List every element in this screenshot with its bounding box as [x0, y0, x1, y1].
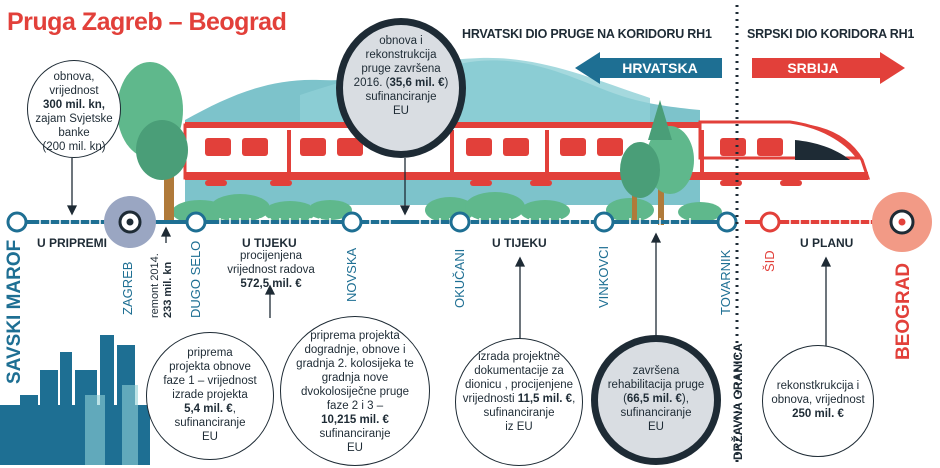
- status-u-pripremi: U PRIPREMI: [37, 236, 108, 250]
- border-label: DRŽAVNA GRANICA: [731, 343, 745, 460]
- note-novska-prep: priprema projekta dogradnje, obnove i gr…: [296, 330, 414, 454]
- note-bubble-savski: [27, 60, 121, 158]
- station-label-beograd: BEOGRAD: [893, 262, 914, 360]
- note-bubble-serbia: [762, 345, 874, 457]
- note-bubble-okucani: [455, 338, 583, 466]
- station-okucani: [449, 211, 471, 233]
- status-u-tijeku-1: U TIJEKU: [242, 236, 297, 250]
- station-label-zagreb: ZAGREB: [120, 261, 135, 315]
- note-serbia: rekonstkrukcija i obnova, vrijednost 250…: [771, 380, 865, 420]
- station-label-tovarnik: TOVARNIK: [718, 249, 733, 315]
- station-vinkovci: [593, 211, 615, 233]
- note-bubble-zagreb-prep: [146, 332, 274, 460]
- station-label-savski-marof: SAVSKI MAROF: [4, 239, 25, 384]
- station-sid: [759, 211, 781, 233]
- note-dugo-selo: procijenjena vrijednost radova 572,5 mil…: [227, 250, 315, 290]
- note-bubble-novska-prep: [280, 316, 430, 466]
- station-label-vinkovci: VINKOVCI: [596, 245, 611, 308]
- station-label-novska: NOVSKA: [344, 247, 359, 302]
- station-circles: [6, 211, 738, 233]
- city-skyline-light: [85, 385, 138, 465]
- section-serbia-heading: SRPSKI DIO KORIDORA RH1: [747, 27, 915, 41]
- remont-line2: 233 mil. kn: [162, 261, 174, 318]
- station-label-sid: ŠID: [762, 250, 777, 272]
- note-bubble-vinkovci: [591, 335, 721, 465]
- note-bubble-top: [336, 18, 466, 158]
- status-u-tijeku-2: U TIJEKU: [492, 236, 547, 250]
- note-okucani: izrada projektne dokumentacije za dionic…: [462, 351, 576, 433]
- station-label-dugo-selo: DUGO SELO: [188, 240, 203, 318]
- arrow-serbia: [752, 52, 905, 84]
- note-savski: obnova, vrijednost 300 mil. kn, zajam Sv…: [35, 71, 113, 153]
- arrow-serbia-label: SRBIJA: [787, 60, 839, 76]
- arrow-croatia: [575, 52, 722, 84]
- page-title: Pruga Zagreb – Beograd: [7, 8, 287, 36]
- tree-left: [117, 62, 188, 220]
- station-tovarnik: [716, 211, 738, 233]
- station-label-okucani: OKUČANI: [452, 248, 467, 308]
- station-savski-marof: [6, 211, 28, 233]
- section-croatia-heading: HRVATSKI DIO PRUGE NA KORIDORU RH1: [462, 27, 712, 41]
- remont-label: remont 2014. 233 mil. kn: [149, 253, 175, 318]
- status-u-planu: U PLANU: [800, 236, 854, 250]
- note-vinkovci: završena rehabilitacija pruge (66,5 mil.…: [607, 365, 705, 433]
- note-top: obnova i rekonstrukcija pruge završena 2…: [353, 35, 449, 117]
- tree-right: [620, 100, 694, 225]
- note-zagreb-prep: priprema projekta obnove faze 1 – vrijed…: [163, 347, 257, 443]
- station-novska: [341, 211, 363, 233]
- station-dugo-selo: [185, 211, 207, 233]
- arrow-croatia-label: HRVATSKA: [622, 60, 698, 76]
- remont-line1: remont 2014.: [149, 253, 161, 318]
- train: [183, 120, 871, 186]
